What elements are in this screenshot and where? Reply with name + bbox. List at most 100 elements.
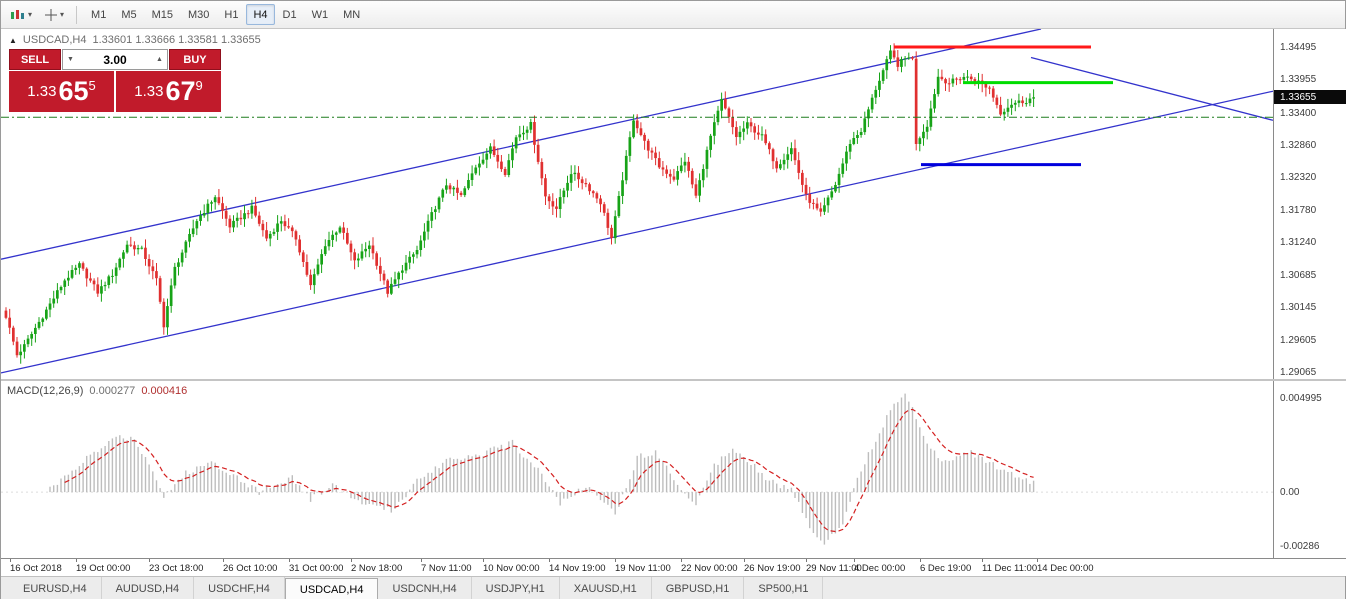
macd-signal-value: 0.000416 [141, 385, 188, 397]
timeframe-button[interactable]: W1 [305, 4, 336, 25]
time-axis-label: 31 Oct 00:00 [289, 563, 344, 574]
price-axis-label: 1.29065 [1280, 366, 1317, 378]
time-axis-label: 11 Dec 11:00 [982, 563, 1038, 574]
price-axis-label: 1.32860 [1280, 139, 1317, 151]
chart-type-button[interactable]: ▾ [5, 4, 37, 26]
timeframe-button[interactable]: H4 [246, 4, 275, 25]
price-chart[interactable]: ▲ USDCAD,H4 1.33601 1.33666 1.33581 1.33… [1, 29, 1273, 379]
chevron-down-icon: ▾ [60, 10, 65, 19]
buy-price-big: 67 [165, 76, 196, 106]
time-axis-tick [982, 559, 983, 562]
crosshair-tool-button[interactable]: ▾ [39, 4, 69, 26]
sell-price-pip: 5 [88, 78, 96, 93]
macd-name: MACD(12,26,9) [7, 385, 84, 397]
chart-tab[interactable]: EURUSD,H4 [9, 577, 102, 599]
chart-title: ▲ USDCAD,H4 1.33601 1.33666 1.33581 1.33… [9, 34, 261, 46]
current-price-badge: 1.33655 [1274, 90, 1346, 105]
time-axis-label: 2 Nov 18:00 [351, 563, 403, 574]
chart-tab[interactable]: USDCAD,H4 [284, 578, 379, 599]
macd-axis: 0.004995 0.00 -0.00286 [1273, 381, 1346, 558]
time-axis-tick [1037, 559, 1038, 562]
time-axis-label: 7 Nov 11:00 [421, 563, 472, 574]
top-toolbar: ▾ ▾ M1 M5 M15 M30 H1 H4 D1 [1, 1, 1345, 29]
time-axis-label: 26 Oct 10:00 [223, 563, 278, 574]
time-axis-label: 4 Dec 00:00 [854, 563, 906, 574]
chart-tab[interactable]: USDCNH,H4 [378, 577, 472, 599]
time-axis-tick [223, 559, 224, 562]
chart-tab[interactable]: SP500,H1 [744, 577, 824, 599]
chart-ohlc-values: 1.33601 1.33666 1.33581 1.33655 [92, 34, 261, 46]
price-axis-label: 1.33400 [1280, 107, 1317, 119]
time-axis-tick [854, 559, 855, 562]
time-axis-tick [289, 559, 290, 562]
time-axis-tick [149, 559, 150, 562]
timeframe-button[interactable]: M30 [181, 4, 216, 25]
macd-axis-label: 0.00 [1280, 487, 1300, 499]
crosshair-icon [45, 8, 58, 21]
macd-axis-label: 0.004995 [1280, 393, 1322, 405]
volume-decrease-icon[interactable]: ▼ [67, 56, 74, 63]
macd-main-value: 0.000277 [89, 385, 136, 397]
candlestick-chart-icon [11, 9, 24, 19]
chart-symbol-label: USDCAD,H4 [22, 34, 87, 46]
price-axis-label: 1.31780 [1280, 204, 1317, 216]
price-axis-label: 1.32320 [1280, 172, 1317, 184]
time-axis-label: 14 Nov 19:00 [549, 563, 606, 574]
timeframe-button[interactable]: MN [336, 4, 367, 25]
chart-tab[interactable]: AUDUSD,H4 [102, 577, 195, 599]
time-axis-tick [421, 559, 422, 562]
time-axis-tick [744, 559, 745, 562]
time-axis-tick [681, 559, 682, 562]
volume-stepper[interactable]: ▼ 3.00 ▲ [62, 49, 168, 70]
chart-tab[interactable]: USDCHF,H4 [194, 577, 285, 599]
time-axis-tick [806, 559, 807, 562]
panel-splitter[interactable] [1, 379, 1346, 381]
time-axis-tick [10, 559, 11, 562]
macd-canvas [1, 393, 1273, 545]
time-axis-tick [483, 559, 484, 562]
buy-button[interactable]: BUY [169, 49, 221, 70]
volume-increase-icon[interactable]: ▲ [156, 56, 163, 63]
macd-axis-label: -0.00286 [1280, 540, 1320, 552]
time-axis-label: 19 Oct 00:00 [76, 563, 131, 574]
timeframe-button[interactable]: M1 [84, 4, 113, 25]
price-axis-label: 1.31240 [1280, 236, 1317, 248]
toolbar-separator [76, 5, 78, 24]
time-axis-label: 14 Dec 00:00 [1037, 563, 1094, 574]
buy-price-display[interactable]: 1.33 67 9 [116, 71, 221, 112]
time-axis-tick [615, 559, 616, 562]
volume-value: 3.00 [103, 52, 127, 67]
time-axis[interactable]: 16 Oct 2018 19 Oct 00:00 23 Oct 18:00 26 Oc… [1, 558, 1346, 576]
timeframe-button[interactable]: M5 [114, 4, 143, 25]
time-axis-label: 26 Nov 19:00 [744, 563, 801, 574]
time-axis-label: 23 Oct 18:00 [149, 563, 204, 574]
symbol-marker-icon: ▲ [9, 35, 17, 45]
sell-button[interactable]: SELL [9, 49, 61, 70]
chart-tab[interactable]: XAUUSD,H1 [560, 577, 652, 599]
sell-price-display[interactable]: 1.33 65 5 [9, 71, 114, 112]
time-axis-label: 29 Nov 11:00 [806, 563, 862, 574]
price-axis-label: 1.29605 [1280, 334, 1317, 346]
price-axis[interactable]: 1.33655 1.34495 1.33955 1.33400 1.32860 1.32… [1273, 29, 1346, 379]
time-axis-tick [76, 559, 77, 562]
chevron-down-icon: ▾ [28, 10, 33, 19]
chart-tab[interactable]: GBPUSD,H1 [652, 577, 745, 599]
price-axis-label: 1.30145 [1280, 302, 1317, 314]
buy-price-prefix: 1.33 [134, 83, 164, 100]
timeframe-button[interactable]: H1 [217, 4, 245, 25]
chart-tabs-bar: EURUSD,H4 AUDUSD,H4 USDCHF,H4 USDCAD,H4 … [1, 576, 1345, 599]
price-axis-label: 1.33955 [1280, 74, 1317, 86]
chart-tab[interactable]: USDJPY,H1 [472, 577, 560, 599]
price-chart-canvas [1, 29, 1273, 374]
timeframe-button[interactable]: M15 [145, 4, 180, 25]
macd-panel[interactable]: MACD(12,26,9) 0.000277 0.000416 [1, 381, 1273, 558]
timeframe-button[interactable]: D1 [276, 4, 304, 25]
sell-price-prefix: 1.33 [27, 83, 57, 100]
price-axis-label: 1.34495 [1280, 42, 1317, 53]
time-axis-label: 16 Oct 2018 [10, 563, 62, 574]
sell-price-big: 65 [58, 76, 89, 106]
time-axis-label: 10 Nov 00:00 [483, 563, 540, 574]
time-axis-tick [549, 559, 550, 562]
time-axis-label: 22 Nov 00:00 [681, 563, 738, 574]
